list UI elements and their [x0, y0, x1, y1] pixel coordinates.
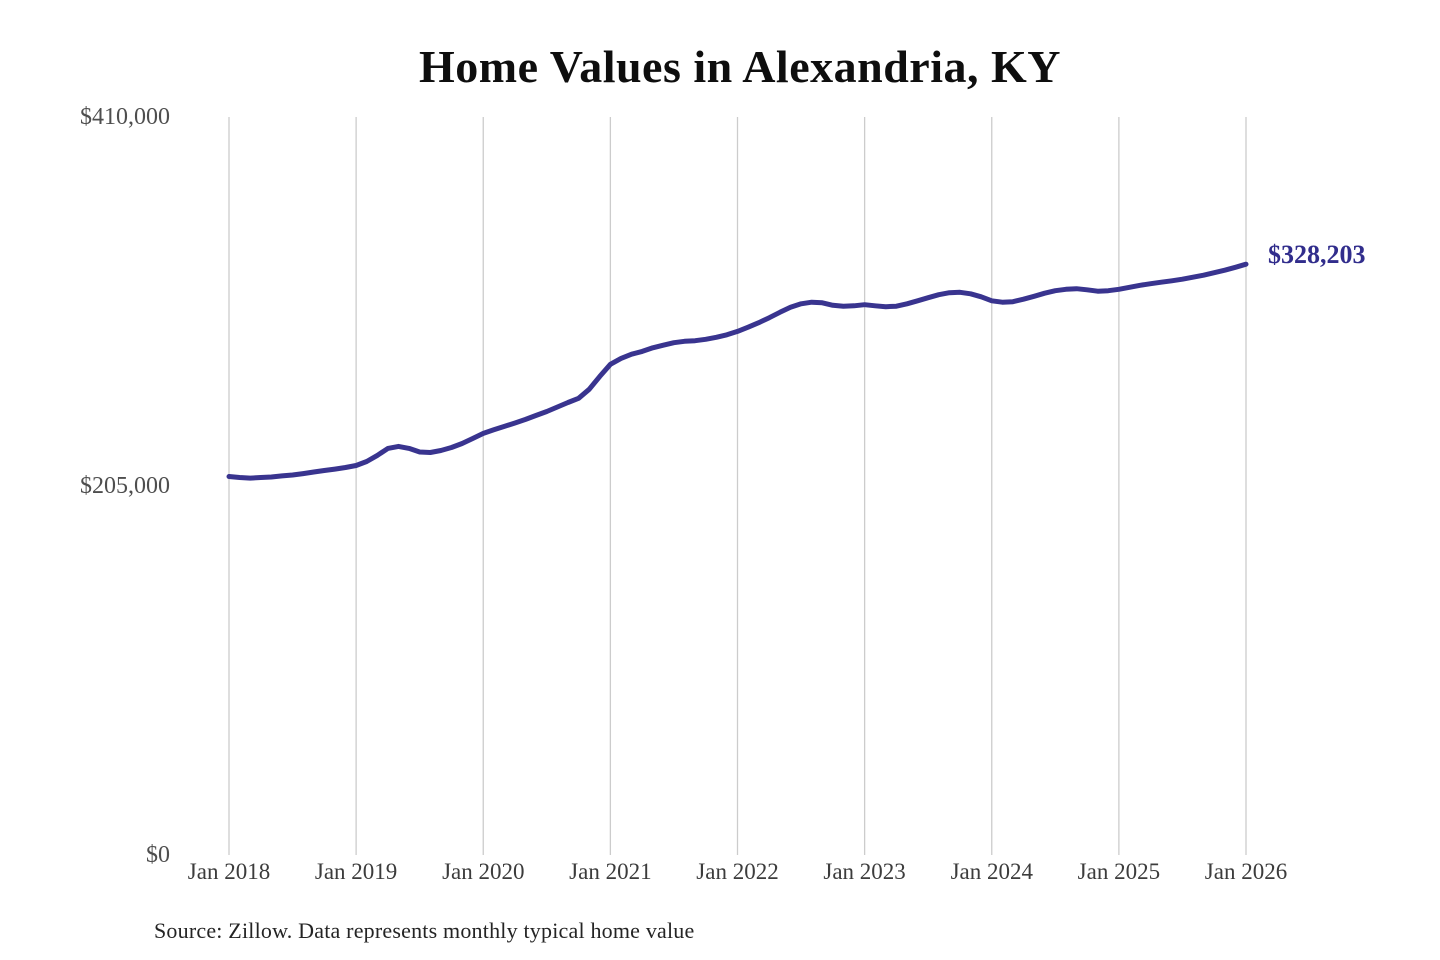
y-axis-tick-label: $205,000: [80, 473, 170, 499]
x-axis-tick-label: Jan 2026: [1204, 859, 1288, 884]
gridlines-group: [228, 117, 1247, 855]
x-axis-tick-label: Jan 2018: [187, 859, 271, 884]
x-axis-tick-label: Jan 2024: [950, 859, 1034, 884]
home-value-line: [226, 261, 1249, 481]
x-axis-tick-label: Jan 2025: [1077, 859, 1161, 884]
y-axis-tick-label: $410,000: [80, 104, 170, 130]
chart-title: Home Values in Alexandria, KY: [419, 41, 1061, 92]
x-axis-tick-label: Jan 2023: [823, 859, 906, 884]
y-axis-tick-label: $0: [146, 842, 170, 868]
source-note: Source: Zillow. Data represents monthly …: [154, 918, 695, 943]
final-value-label: $328,203: [1268, 240, 1366, 270]
x-axis-tick-label: Jan 2019: [314, 859, 398, 884]
x-axis-tick-label: Jan 2021: [569, 859, 652, 884]
x-axis-tick-label: Jan 2020: [442, 859, 525, 884]
x-axis-tick-label: Jan 2022: [696, 859, 779, 884]
